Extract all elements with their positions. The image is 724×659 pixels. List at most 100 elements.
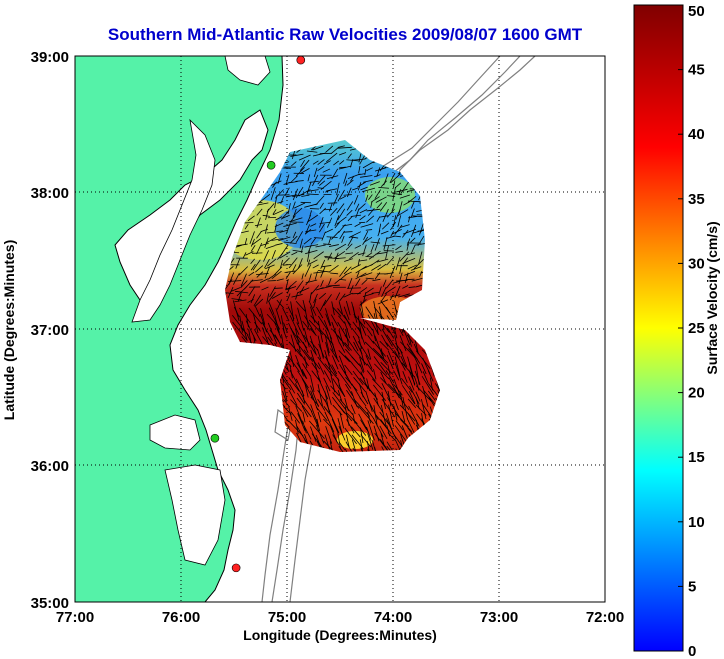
velocity-vector — [352, 447, 365, 452]
velocity-vector — [346, 419, 355, 434]
velocity-vector — [389, 294, 394, 301]
velocity-vector — [277, 252, 284, 260]
velocity-vector — [415, 404, 427, 416]
velocity-vector — [332, 343, 338, 359]
velocity-vector — [345, 328, 349, 346]
map-area[interactable] — [74, 55, 606, 603]
colorbar-tick-label: 40 — [688, 126, 705, 143]
velocity-vector — [323, 377, 331, 392]
x-tick-label: 72:00 — [586, 609, 624, 626]
velocity-vector — [400, 181, 409, 194]
velocity-vector — [308, 259, 318, 265]
velocity-vector — [337, 308, 352, 326]
velocity-vector — [288, 257, 298, 269]
velocity-vector — [330, 147, 339, 154]
velocity-vector — [292, 249, 303, 253]
velocity-vector — [379, 340, 389, 351]
velocity-vector — [386, 208, 395, 218]
velocity-vector — [296, 322, 307, 343]
velocity-vector — [366, 167, 373, 172]
station-marker-green[interactable] — [210, 433, 220, 443]
velocity-vector — [317, 320, 323, 343]
velocity-vector — [345, 243, 353, 251]
velocity-vector — [406, 334, 414, 344]
velocity-vector — [323, 405, 332, 417]
velocity-vector — [380, 180, 387, 187]
velocity-vector — [317, 175, 326, 185]
velocity-vector — [268, 300, 275, 315]
velocity-vector — [353, 398, 371, 417]
velocity-vector — [345, 434, 350, 449]
velocity-vector — [365, 287, 374, 294]
velocity-vector — [345, 300, 351, 316]
velocity-vector — [321, 231, 326, 241]
velocity-vector — [237, 292, 242, 302]
velocity-vector — [289, 235, 298, 244]
station-markers[interactable] — [210, 56, 306, 573]
colorbar-tick-label: 0 — [688, 643, 696, 659]
velocity-vector — [422, 385, 429, 407]
velocity-vector — [346, 412, 358, 424]
velocity-vector — [399, 348, 408, 368]
velocity-vector — [349, 285, 354, 294]
velocity-vector — [266, 293, 270, 304]
velocity-vector — [236, 286, 248, 297]
velocity-vector — [265, 245, 276, 249]
velocity-vector — [353, 341, 359, 352]
velocity-vector — [362, 236, 369, 245]
velocity-vector — [350, 404, 356, 415]
velocity-vector — [295, 405, 304, 425]
velocity-vector — [372, 347, 389, 364]
velocity-vector — [316, 418, 321, 432]
station-marker-red[interactable] — [231, 563, 241, 573]
velocity-vector — [344, 355, 353, 364]
velocity-vector — [344, 398, 349, 411]
velocity-vector — [355, 265, 367, 274]
velocity-vector — [363, 292, 367, 303]
velocity-vector — [310, 426, 317, 442]
velocity-vector — [287, 280, 297, 290]
velocity-vector — [245, 251, 254, 256]
velocity-vector — [394, 399, 399, 411]
velocity-vector — [282, 257, 290, 266]
velocity-vector — [290, 153, 304, 157]
velocity-vector — [344, 427, 357, 445]
velocity-vector — [318, 343, 325, 358]
velocity-vector — [372, 328, 377, 342]
velocity-vector — [389, 265, 396, 279]
velocity-vector — [324, 356, 337, 377]
velocity-vector — [260, 242, 269, 247]
station-marker-green[interactable] — [266, 160, 276, 170]
velocity-vector — [256, 217, 261, 228]
velocity-vector — [353, 313, 366, 329]
velocity-vector — [253, 294, 262, 307]
velocity-vector — [401, 411, 406, 423]
velocity-vector — [365, 229, 373, 231]
velocity-vector — [240, 327, 249, 336]
velocity-vector — [303, 237, 312, 245]
velocity-vector — [381, 398, 396, 418]
colorbar-tick-label: 10 — [688, 514, 705, 531]
velocity-vector — [241, 320, 248, 341]
velocity-vector — [363, 179, 373, 183]
velocity-vector — [313, 237, 324, 239]
velocity-vector — [295, 280, 304, 291]
station-marker-red[interactable] — [296, 56, 306, 65]
velocity-vector — [283, 399, 291, 408]
velocity-vector — [371, 292, 380, 294]
velocity-vector — [373, 405, 378, 427]
velocity-vector — [319, 207, 327, 215]
velocity-vector — [337, 370, 352, 389]
velocity-vector — [324, 255, 333, 258]
velocity-vector — [357, 327, 366, 345]
velocity-vector — [415, 284, 422, 288]
velocity-vector — [339, 230, 345, 240]
velocity-vector — [408, 369, 416, 385]
velocity-vector — [331, 364, 338, 375]
velocity-vector — [350, 426, 361, 438]
velocity-vector — [317, 335, 324, 359]
velocity-vector — [272, 209, 277, 215]
velocity-vector — [292, 208, 297, 219]
velocity-vector — [330, 348, 340, 363]
velocity-vector — [323, 243, 332, 245]
